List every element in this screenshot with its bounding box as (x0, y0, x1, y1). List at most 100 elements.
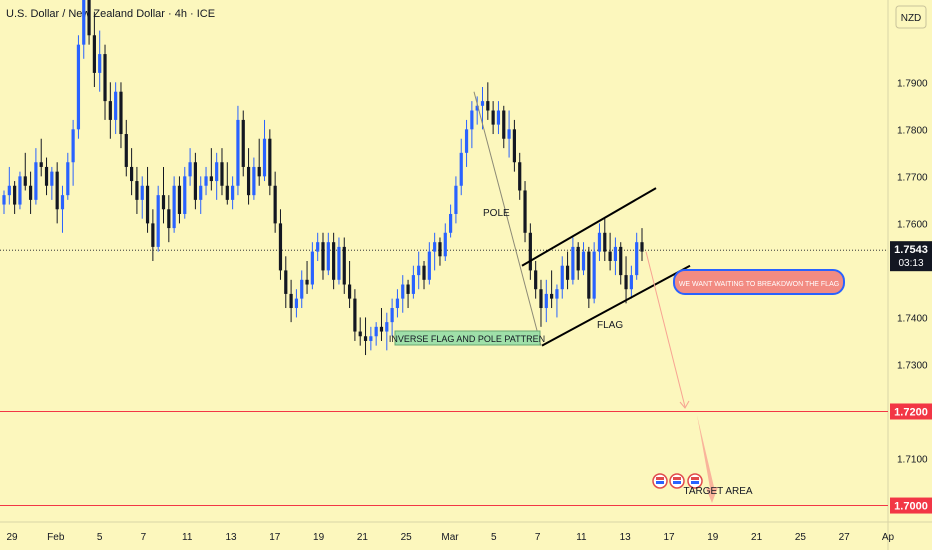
candle-body[interactable] (114, 91, 118, 120)
candle-body[interactable] (209, 176, 213, 182)
candle-body[interactable] (502, 110, 506, 139)
candle-body[interactable] (523, 190, 527, 233)
candle-body[interactable] (215, 162, 219, 182)
candle-body[interactable] (316, 242, 320, 252)
candle-body[interactable] (624, 275, 628, 290)
candle-body[interactable] (581, 251, 586, 271)
candle-body[interactable] (294, 298, 299, 309)
candle-body[interactable] (236, 119, 240, 186)
candle-body[interactable] (76, 44, 81, 130)
candle-body[interactable] (401, 284, 405, 299)
candle-body[interactable] (225, 185, 229, 200)
candle-body[interactable] (252, 166, 256, 196)
candle-body[interactable] (87, 0, 91, 36)
candle-body[interactable] (71, 129, 75, 163)
candle-body[interactable] (395, 298, 400, 309)
candle-body[interactable] (92, 35, 96, 73)
candle-body[interactable] (151, 223, 155, 247)
candle-body[interactable] (220, 162, 224, 186)
candle-body[interactable] (337, 246, 341, 280)
candle-body[interactable] (560, 265, 564, 290)
candle-body[interactable] (411, 275, 415, 294)
candle-body[interactable] (82, 0, 86, 45)
candle-body[interactable] (28, 185, 33, 200)
candle-body[interactable] (385, 322, 389, 332)
candle-body[interactable] (278, 223, 283, 271)
candle-body[interactable] (406, 284, 410, 294)
candle-body[interactable] (262, 138, 267, 177)
candle-body[interactable] (321, 242, 325, 271)
candle-body[interactable] (635, 242, 639, 276)
candle-body[interactable] (496, 110, 501, 125)
candle-body[interactable] (172, 185, 176, 229)
candle-body[interactable] (183, 176, 187, 214)
candle-body[interactable] (347, 284, 352, 299)
candle-body[interactable] (374, 326, 378, 337)
candle-body[interactable] (555, 289, 559, 299)
candle-body[interactable] (369, 336, 373, 341)
candle-body[interactable] (188, 162, 192, 177)
candle-body[interactable] (193, 162, 197, 200)
candle-body[interactable] (342, 246, 346, 285)
candle-body[interactable] (310, 251, 314, 285)
candle-body[interactable] (422, 265, 426, 280)
candle-body[interactable] (39, 162, 43, 167)
candle-body[interactable] (539, 289, 543, 309)
candle-body[interactable] (470, 110, 474, 130)
candle-body[interactable] (7, 185, 11, 196)
candle-body[interactable] (145, 185, 150, 224)
candle-body[interactable] (34, 162, 38, 200)
candle-body[interactable] (518, 162, 522, 191)
candle-body[interactable] (571, 246, 575, 280)
candle-body[interactable] (613, 246, 618, 261)
candle-body[interactable] (55, 171, 59, 210)
candle-body[interactable] (124, 134, 128, 167)
candle-body[interactable] (60, 195, 65, 210)
candle-body[interactable] (135, 181, 139, 200)
candle-body[interactable] (231, 185, 235, 200)
candle-body[interactable] (512, 129, 516, 163)
candle-body[interactable] (438, 242, 442, 257)
candle-body[interactable] (177, 185, 182, 214)
candle-body[interactable] (66, 162, 70, 196)
candle-body[interactable] (326, 242, 330, 271)
candle-body[interactable] (534, 270, 538, 290)
candle-body[interactable] (18, 176, 22, 205)
candle-body[interactable] (597, 232, 602, 252)
candle-body[interactable] (565, 265, 570, 280)
candle-body[interactable] (480, 101, 485, 106)
candle-body[interactable] (433, 242, 437, 252)
candle-body[interactable] (130, 166, 134, 182)
candle-body[interactable] (528, 232, 532, 271)
currency-badge[interactable] (895, 5, 927, 29)
candle-body[interactable] (486, 101, 490, 111)
candle-body[interactable] (273, 185, 277, 224)
candle-body[interactable] (491, 110, 495, 125)
candle-body[interactable] (619, 246, 623, 276)
candle-body[interactable] (544, 293, 548, 309)
candle-body[interactable] (576, 246, 580, 271)
candle-body[interactable] (246, 166, 251, 196)
candle-body[interactable] (300, 279, 304, 299)
candle-body[interactable] (167, 209, 171, 229)
candle-body[interactable] (507, 129, 511, 139)
candle-body[interactable] (353, 298, 357, 332)
candle-body[interactable] (257, 166, 261, 177)
candle-body[interactable] (119, 91, 123, 135)
candle-body[interactable] (592, 251, 596, 299)
candle-body[interactable] (358, 331, 362, 337)
candle-body[interactable] (363, 336, 368, 341)
candle-body[interactable] (108, 101, 112, 120)
candle-body[interactable] (161, 195, 166, 210)
candle-body[interactable] (50, 171, 54, 186)
candle-body[interactable] (156, 195, 160, 247)
candle-body[interactable] (98, 54, 102, 73)
candle-body[interactable] (587, 251, 591, 299)
candle-body[interactable] (459, 152, 463, 186)
candle-body[interactable] (241, 119, 245, 167)
candle-body[interactable] (449, 213, 453, 233)
candle-body[interactable] (390, 308, 394, 323)
candle-body[interactable] (417, 265, 421, 276)
candle-body[interactable] (427, 251, 431, 280)
